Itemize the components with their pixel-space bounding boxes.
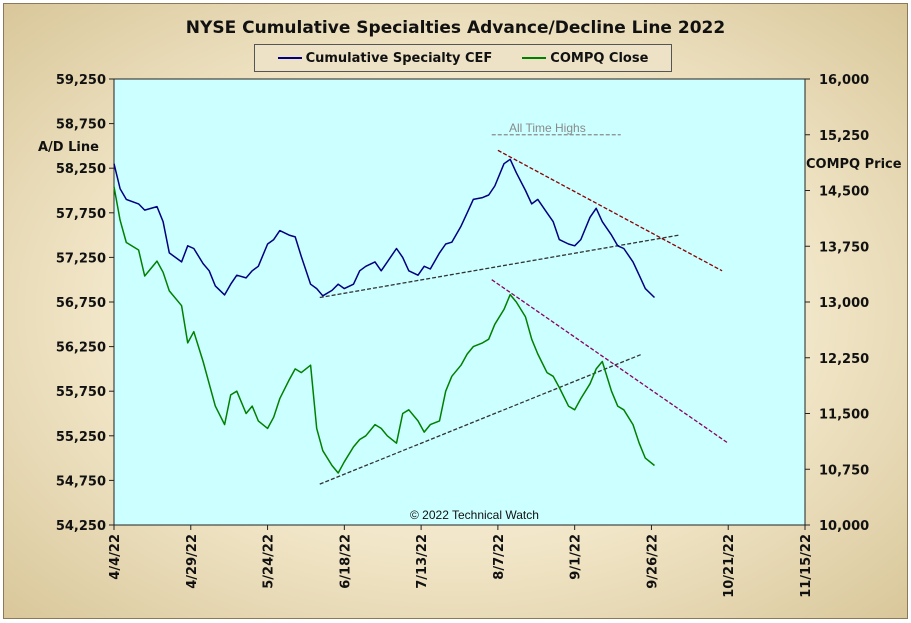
legend-swatch-cef (277, 57, 302, 59)
legend-label-cef: Cumulative Specialty CEF (305, 50, 493, 66)
series-line-compq (113, 186, 655, 474)
y-left-tick-label: 57,750 (56, 207, 106, 222)
x-tick-label: 7/13/22 (415, 534, 430, 589)
y-right-tick-label: 16,000 (819, 73, 869, 88)
x-tick-label: 4/29/22 (185, 534, 200, 589)
trendline (319, 234, 680, 299)
y-right-tick-label: 10,750 (819, 463, 869, 478)
y-right-tick-label: 10,000 (819, 519, 869, 534)
y-left-tick-label: 55,750 (56, 385, 106, 400)
y-axis-right: 16,000 15,250 14,500 13,750 13,000 12,250 11,5… (805, 73, 869, 534)
y-left-tick-label: 59,250 (56, 73, 106, 88)
trendline (497, 149, 723, 272)
annotation-all-time-highs: All Time Highs (509, 121, 586, 135)
y-right-tick-label: 14,500 (819, 185, 869, 200)
x-tick-label: 10/21/22 (722, 534, 737, 598)
y-left-tick-label: 58,750 (56, 118, 106, 133)
trendline (319, 353, 643, 485)
x-tick-label: 5/24/22 (262, 534, 277, 589)
x-tick-label: 11/15/22 (799, 534, 814, 598)
y-right-tick-label: 13,000 (819, 296, 869, 311)
y-left-tick-label: 55,250 (56, 430, 106, 445)
chart-title: NYSE Cumulative Specialties Advance/Decl… (185, 18, 726, 38)
legend-label-compq: COMPQ Close (550, 50, 649, 66)
y-left-tick-label: 57,250 (56, 251, 106, 266)
series-line-cef (113, 158, 656, 299)
legend-item-cef: Cumulative Specialty CEF (277, 50, 493, 66)
x-tick-label: 4/4/22 (108, 534, 123, 580)
plot-area (113, 78, 806, 526)
x-axis: 4/4/22 4/29/22 5/24/22 6/18/22 7/13/22 8/7/22… (108, 525, 814, 598)
y-right-tick-label: 13,750 (819, 240, 869, 255)
series-lines (113, 158, 656, 474)
y-axis-right-title: COMPQ Price (806, 157, 902, 172)
legend-swatch-compq (522, 57, 547, 59)
y-right-tick-label: 11,500 (819, 408, 869, 423)
legend-item-compq: COMPQ Close (522, 51, 648, 66)
x-tick-label: 8/7/22 (492, 534, 507, 580)
legend: Cumulative Specialty CEF COMPQ Close (254, 44, 672, 72)
y-left-tick-label: 56,750 (56, 296, 106, 311)
y-left-tick-label: 58,250 (56, 162, 106, 177)
x-tick-label: 9/26/22 (645, 534, 660, 589)
x-tick-label: 9/1/22 (569, 534, 584, 580)
y-axis-left: 59,250 58,750 58,250 57,750 57,250 56,750 56,2… (56, 73, 114, 534)
trendlines (319, 134, 729, 485)
annotation-copyright: © 2022 Technical Watch (410, 508, 539, 522)
y-left-tick-label: 54,250 (56, 519, 106, 534)
y-right-tick-label: 12,250 (819, 352, 869, 367)
y-right-tick-label: 15,250 (819, 129, 869, 144)
y-left-tick-label: 56,250 (56, 341, 106, 356)
y-axis-left-title: A/D Line (38, 140, 99, 155)
y-left-tick-label: 54,750 (56, 474, 106, 489)
x-tick-label: 6/18/22 (338, 534, 353, 589)
